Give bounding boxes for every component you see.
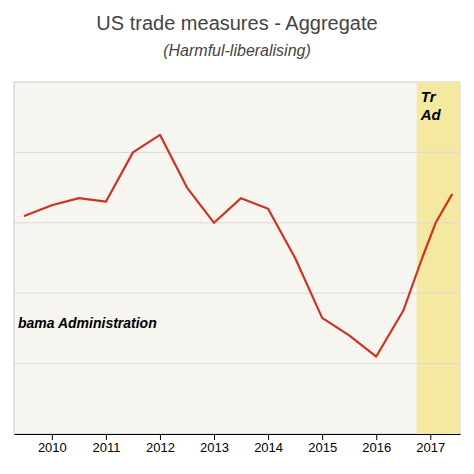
x-tick-label: 2013 bbox=[200, 440, 229, 455]
chart: US trade measures - Aggregate (Harmful-li… bbox=[0, 0, 474, 474]
x-tick-mark bbox=[376, 434, 377, 440]
grid-line bbox=[14, 363, 460, 364]
x-tick-label: 2010 bbox=[38, 440, 67, 455]
x-tick: 2017 bbox=[416, 434, 445, 455]
x-tick-label: 2017 bbox=[416, 440, 445, 455]
x-tick-mark bbox=[322, 434, 323, 440]
x-tick-label: 2011 bbox=[92, 440, 120, 455]
x-tick: 2016 bbox=[362, 434, 391, 455]
x-tick: 2014 bbox=[254, 434, 283, 455]
x-tick: 2013 bbox=[200, 434, 229, 455]
x-axis-line bbox=[15, 434, 461, 435]
region-label: Tr bbox=[421, 88, 437, 105]
x-tick-label: 2014 bbox=[254, 440, 283, 455]
x-tick-label: 2015 bbox=[308, 440, 337, 455]
grid-line bbox=[14, 222, 460, 223]
x-tick-mark bbox=[214, 434, 215, 440]
x-tick: 2010 bbox=[38, 434, 67, 455]
x-tick-mark bbox=[106, 434, 107, 440]
x-tick: 2015 bbox=[308, 434, 337, 455]
title: US trade measures - Aggregate bbox=[96, 12, 377, 34]
region-label: bama Administration bbox=[18, 315, 157, 331]
x-tick-mark bbox=[268, 434, 269, 440]
region-label: Ad bbox=[420, 106, 442, 123]
grid-line bbox=[14, 293, 460, 294]
x-tick-mark bbox=[430, 434, 431, 440]
subtitle: (Harmful-liberalising) bbox=[163, 42, 311, 59]
x-tick: 2011 bbox=[92, 434, 120, 455]
x-tick-label: 2012 bbox=[146, 440, 175, 455]
x-tick: 2012 bbox=[146, 434, 175, 455]
x-tick-label: 2016 bbox=[362, 440, 391, 455]
plot-frame bbox=[14, 82, 460, 434]
x-tick-mark bbox=[160, 434, 161, 440]
x-axis: 2010 2011 2012 2013 2014 2015 2016 2017 bbox=[15, 434, 461, 455]
grid-line bbox=[14, 152, 460, 153]
x-tick-mark bbox=[52, 434, 53, 440]
plot-area bbox=[14, 82, 460, 434]
